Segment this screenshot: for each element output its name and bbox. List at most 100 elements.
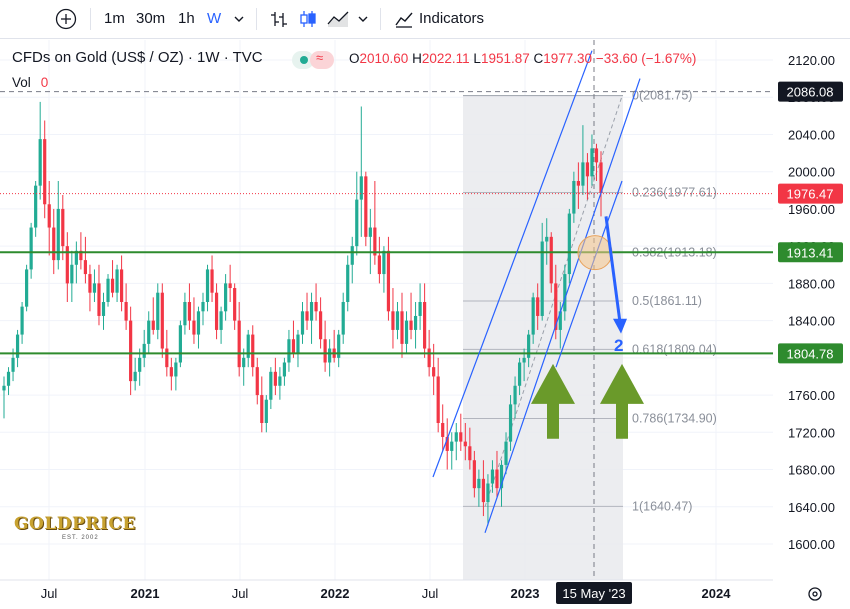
volume-legend: Vol 0 — [12, 75, 48, 90]
candle-body — [554, 283, 558, 330]
interval-1m[interactable]: 1m — [104, 10, 125, 27]
candle-body — [201, 302, 205, 312]
candle-body — [224, 283, 228, 312]
price-tick-label: 1600.00 — [788, 537, 835, 552]
candle-body — [291, 339, 296, 354]
candle — [413, 302, 418, 349]
candle — [309, 292, 314, 344]
indicators-button[interactable]: Indicators — [419, 10, 485, 27]
candle — [38, 101, 42, 200]
chevron-down-icon[interactable] — [233, 14, 245, 24]
candle — [210, 255, 214, 302]
time-tick-label: Jul — [232, 586, 249, 601]
candle — [400, 292, 404, 358]
candle — [119, 255, 124, 312]
candle — [70, 250, 74, 302]
candle-body — [138, 357, 142, 372]
candle — [278, 367, 282, 400]
price-label-text: 2086.08 — [787, 85, 834, 100]
candle — [52, 208, 56, 275]
candle-body — [318, 311, 323, 340]
price-tick-label: 1880.00 — [788, 276, 835, 291]
candle-body — [205, 269, 210, 302]
candle-body — [287, 339, 291, 363]
gear-center — [812, 591, 818, 597]
candle — [590, 134, 594, 186]
settings-gear-icon[interactable] — [808, 587, 822, 601]
price-chart[interactable]: 0(2081.75)0.236(1977.61)0.382(1913.18)0.… — [0, 40, 850, 609]
candle — [536, 283, 540, 330]
bar-chart-style-icon[interactable] — [268, 8, 290, 30]
projection-arrow-head — [613, 318, 627, 334]
candle — [273, 357, 277, 396]
candle-body — [432, 367, 436, 377]
candle-body — [246, 334, 250, 358]
high-label: H — [412, 51, 422, 66]
candle-body — [187, 302, 192, 321]
candlestick-style-icon[interactable] — [297, 8, 319, 30]
candle-body — [233, 288, 237, 321]
candle-body — [346, 264, 350, 302]
open-label: O — [349, 51, 360, 66]
candle — [228, 264, 232, 302]
interval-1h[interactable]: 1h — [178, 10, 195, 27]
time-tick-label: 2023 — [511, 586, 540, 601]
candle — [296, 329, 300, 368]
candle-body — [52, 227, 56, 261]
candle — [160, 283, 164, 358]
candle — [233, 283, 237, 330]
interval-30m[interactable]: 30m — [136, 10, 166, 27]
candle — [269, 367, 273, 410]
candle-body — [119, 269, 124, 302]
candle-body — [214, 292, 219, 330]
area-style-icon[interactable] — [326, 8, 350, 30]
candle — [214, 283, 219, 340]
candle — [513, 376, 517, 419]
candle — [29, 222, 33, 279]
candle-body — [522, 357, 526, 363]
candle-body — [459, 432, 463, 442]
candle-body — [585, 162, 590, 177]
candle — [101, 292, 106, 330]
candle-body — [350, 246, 354, 265]
indicators-icon[interactable] — [393, 8, 415, 30]
candle-body — [364, 176, 368, 237]
candle — [124, 283, 128, 330]
candle-body — [400, 311, 404, 344]
symbol-title[interactable]: CFDs on Gold (US$ / OZ) · 1W · TVC — [12, 49, 263, 66]
price-tick-label: 1720.00 — [788, 425, 835, 440]
candle — [328, 339, 332, 377]
candle — [260, 376, 264, 433]
fib-trend-line — [484, 96, 623, 507]
candle-body — [65, 246, 69, 284]
close-value: 1977.30 — [543, 51, 593, 66]
plus-circle-icon[interactable] — [55, 8, 77, 30]
candle — [472, 450, 476, 498]
candle — [504, 432, 508, 475]
candle — [459, 413, 463, 451]
candle-body — [38, 139, 42, 186]
candle — [486, 474, 490, 526]
candle — [291, 320, 296, 358]
price-tick-label: 1760.00 — [788, 388, 835, 403]
candle-body — [34, 185, 38, 228]
interval-weekly[interactable]: W — [207, 10, 222, 27]
market-status-badge[interactable] — [292, 51, 314, 69]
candle-body — [404, 320, 409, 344]
gear-ring — [808, 587, 822, 601]
candle-body — [527, 334, 531, 358]
price-tick-label: 2120.00 — [788, 53, 835, 68]
candle-body — [160, 292, 164, 349]
candle-body — [273, 371, 277, 386]
projection-arrow-shaft — [604, 216, 622, 323]
delay-badge[interactable]: ≈ — [310, 50, 334, 69]
candle — [382, 246, 386, 293]
vol-label[interactable]: Vol — [12, 75, 31, 90]
time-tick-label: Jul — [41, 586, 58, 601]
candle-body — [83, 260, 88, 275]
candle-body — [192, 320, 196, 335]
chevron-down-icon[interactable] — [357, 14, 369, 24]
candle — [585, 153, 590, 200]
candle — [88, 264, 92, 312]
candle-body — [196, 311, 201, 335]
